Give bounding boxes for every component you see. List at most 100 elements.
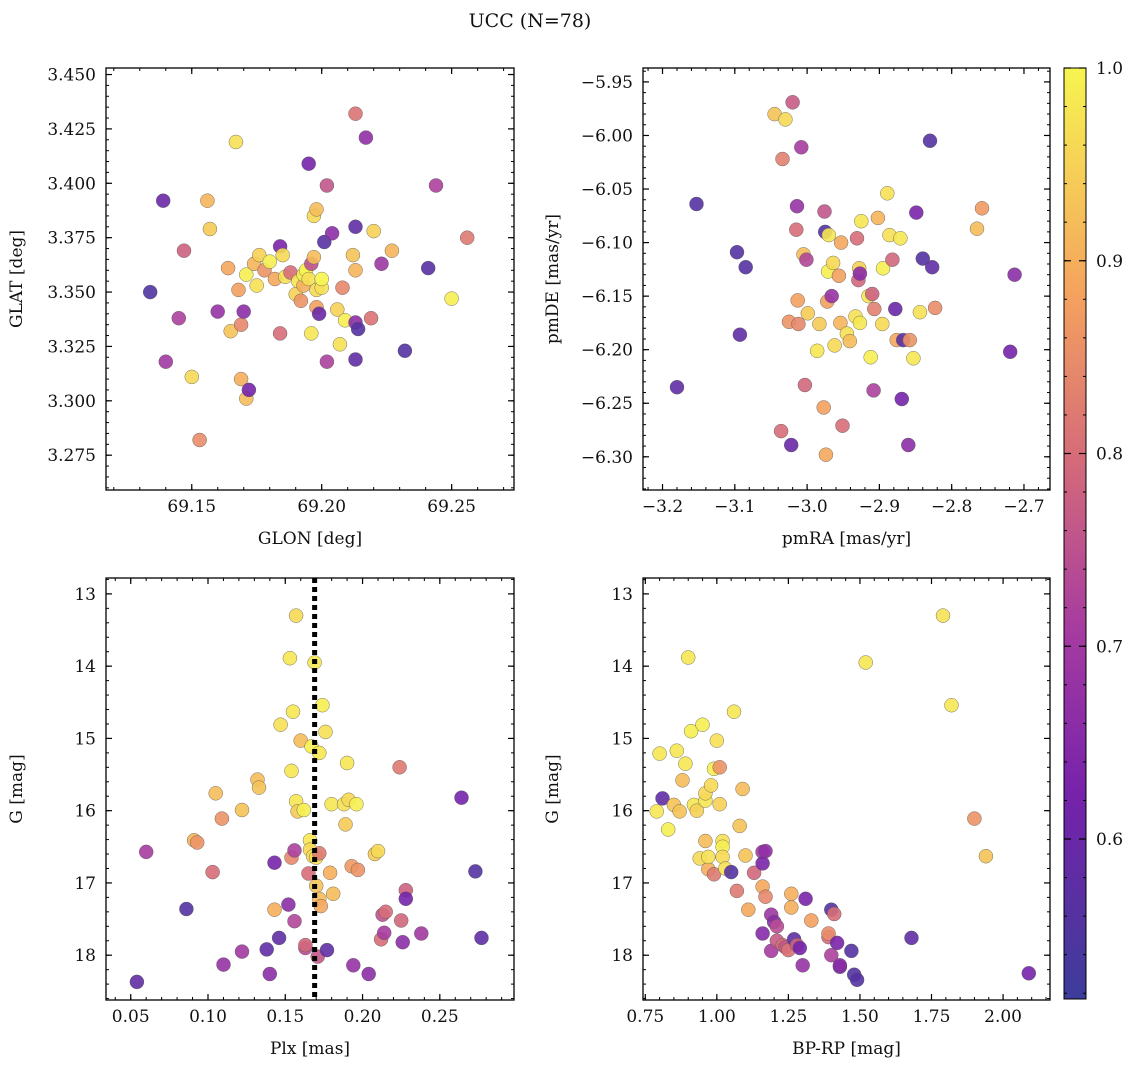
data-point	[866, 383, 881, 398]
data-point	[324, 226, 340, 241]
colorbar-gradient	[1063, 67, 1087, 1000]
data-point	[825, 255, 841, 271]
data-point	[678, 756, 693, 771]
data-point	[785, 95, 800, 110]
x-tick-label: 0.20	[344, 1007, 382, 1027]
panel-color-magnitude: 0.75 1.00 1.25 1.50 1.75 2.00 13 14 15 16 17 18 BP-R…	[543, 577, 1051, 1059]
data-point	[293, 293, 309, 308]
data-point	[927, 300, 943, 316]
data-point	[378, 904, 393, 919]
x-tick-label: −2.9	[859, 497, 900, 517]
data-point	[319, 942, 335, 958]
data-point	[397, 343, 413, 358]
data-point	[262, 254, 277, 269]
data-point	[792, 940, 807, 956]
data-point	[818, 447, 834, 462]
data-point	[339, 755, 355, 771]
data-point	[282, 651, 298, 666]
data-point	[324, 797, 339, 812]
y-tick-label: 17	[611, 874, 633, 894]
y-tick-label: 3.300	[47, 392, 96, 412]
data-point	[239, 267, 254, 282]
data-point	[755, 856, 770, 871]
data-point	[251, 780, 267, 795]
data-point	[346, 958, 361, 973]
data-point	[794, 140, 809, 155]
x-tick-label: 69.25	[427, 497, 476, 517]
data-point	[880, 186, 895, 201]
data-point	[867, 301, 882, 317]
data-point	[228, 134, 244, 150]
data-point	[326, 886, 341, 901]
panel-proper-motion: −3.2 −3.1 −3.0 −2.9 −2.8 −2.7 −6.30 −6.25 −6.20 −…	[543, 67, 1051, 549]
data-point	[852, 266, 868, 281]
data-point	[252, 247, 267, 263]
data-point	[683, 724, 699, 739]
data-point	[348, 219, 363, 235]
y-tick-label: 18	[611, 946, 633, 966]
data-point	[377, 925, 392, 940]
data-point	[755, 926, 770, 941]
data-point	[306, 250, 322, 265]
data-point	[361, 966, 376, 982]
data-point	[309, 202, 324, 217]
data-point	[795, 958, 810, 973]
y-tick-label: 3.325	[47, 337, 96, 357]
data-point	[216, 957, 231, 972]
data-point	[322, 865, 338, 880]
data-point	[978, 849, 994, 864]
data-point	[732, 327, 748, 342]
data-point	[902, 332, 917, 348]
data-point	[468, 864, 483, 879]
data-point	[330, 302, 345, 317]
data-point	[689, 803, 704, 818]
y-tick-label: 14	[74, 657, 96, 677]
y-tick-label: 13	[611, 585, 633, 605]
data-point	[349, 797, 364, 812]
y-tick-label: −6.30	[581, 448, 633, 468]
data-point	[267, 855, 282, 870]
data-point	[421, 260, 436, 276]
data-point	[738, 260, 753, 275]
data-point	[1007, 267, 1022, 282]
data-point	[332, 337, 348, 352]
data-point	[474, 930, 489, 946]
data-point	[729, 883, 745, 899]
data-point	[394, 913, 409, 928]
data-point	[775, 151, 790, 167]
data-point	[210, 304, 225, 319]
axes-frame	[105, 67, 515, 491]
data-point	[414, 926, 429, 941]
panel-parallax-magnitude: 0.05 0.10 0.15 0.20 0.25 13 14 15 16 17 18 Plx [mas…	[7, 577, 515, 1059]
data-point	[454, 790, 469, 805]
data-point	[192, 432, 207, 448]
data-point	[901, 437, 916, 453]
data-point	[284, 763, 299, 779]
data-point	[791, 316, 806, 332]
data-point	[870, 210, 886, 226]
data-point	[709, 733, 724, 748]
y-tick-label: 17	[74, 874, 96, 894]
data-point	[444, 291, 459, 306]
data-point	[374, 256, 389, 271]
x-tick-label: −3.2	[642, 497, 683, 517]
data-point	[925, 260, 940, 275]
x-axis-label: Plx [mas]	[270, 1039, 350, 1059]
data-point	[827, 906, 842, 922]
data-point	[655, 791, 670, 806]
data-point	[223, 324, 238, 339]
y-tick-label: 15	[74, 729, 96, 749]
data-point	[275, 247, 290, 263]
y-axis-label: G [mag]	[543, 754, 563, 823]
colorbar-tick-label: 1.0	[1096, 59, 1123, 79]
data-point	[384, 243, 400, 258]
data-point	[298, 937, 313, 953]
y-tick-label: 16	[611, 802, 633, 822]
y-axis-label: pmDE [mas/yr]	[543, 214, 563, 344]
y-axis-label: G [mag]	[7, 754, 27, 823]
data-point	[784, 437, 799, 453]
y-tick-label: −6.20	[581, 341, 633, 361]
data-point	[863, 350, 878, 365]
data-point	[698, 833, 713, 849]
data-point	[171, 311, 187, 326]
